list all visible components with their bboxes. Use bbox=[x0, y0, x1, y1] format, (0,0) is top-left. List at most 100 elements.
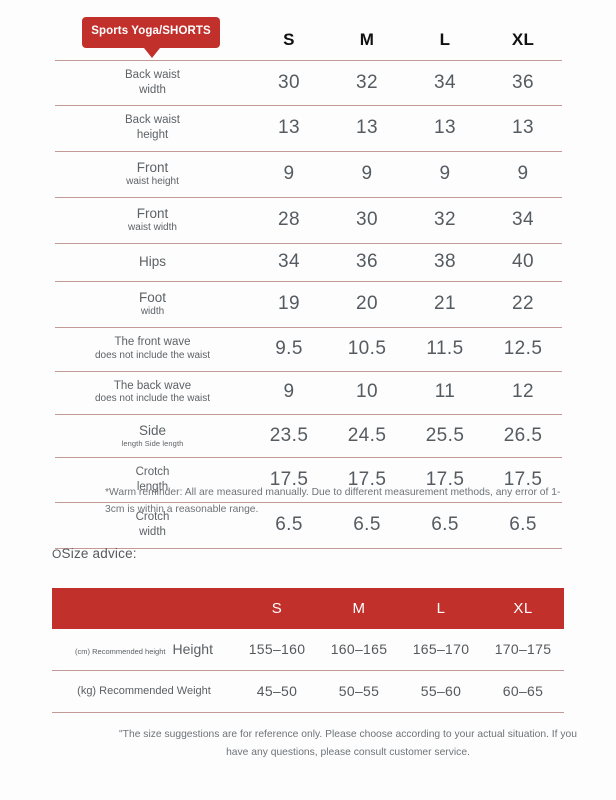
cell-m: 9 bbox=[328, 151, 406, 198]
table-header-row: S M L XL bbox=[55, 24, 562, 61]
row-label: Back waist width bbox=[55, 60, 250, 107]
cell-s: 30 bbox=[250, 60, 328, 107]
advice-row-label-weight: (kg) Recommended Weight bbox=[52, 670, 236, 713]
table-row: The back wave does not include the waist… bbox=[55, 371, 562, 416]
size-advice-table-body: (cm) Recommended height Height 155–160 16… bbox=[52, 629, 564, 713]
row-label-line1: Foot bbox=[138, 290, 166, 305]
cell-xl: 22 bbox=[484, 281, 562, 329]
cell-l: 11.5 bbox=[406, 327, 484, 372]
footer-disclaimer-text: "The size suggestions are for reference … bbox=[119, 729, 577, 758]
row-label: The front wave does not include the wais… bbox=[55, 327, 250, 372]
cell-m: 6.5 bbox=[328, 502, 406, 549]
row-label: Front waist height bbox=[55, 151, 250, 198]
cell-l: 32 bbox=[406, 197, 484, 245]
cell-l: 21 bbox=[406, 281, 484, 329]
cell-m: 32 bbox=[328, 60, 406, 107]
table-row: Foot width 19 20 21 22 bbox=[55, 281, 562, 329]
advice-header-row: S M L XL bbox=[52, 588, 564, 629]
cell-m: 13 bbox=[328, 105, 406, 152]
row-label-line2: height bbox=[136, 129, 169, 142]
cell-xl: 34 bbox=[484, 197, 562, 245]
cell-l: 13 bbox=[406, 105, 484, 152]
row-label-line1: The front wave bbox=[114, 336, 191, 349]
cell-s: 28 bbox=[250, 197, 328, 245]
table-row: Hips 34 36 38 40 bbox=[55, 243, 562, 282]
size-advice-table: S M L XL (cm) Recommended height Height 1… bbox=[52, 588, 564, 713]
row-label-line1: Back waist bbox=[125, 114, 180, 127]
row-label-line1: Back waist bbox=[125, 69, 180, 81]
table-row: Side length Side length 23.5 24.5 25.5 2… bbox=[55, 414, 562, 458]
cell-m: 24.5 bbox=[328, 414, 406, 458]
table-row: Back waist height 13 13 13 13 bbox=[55, 105, 562, 152]
table-row: Back waist width 30 32 34 36 bbox=[55, 60, 562, 107]
advice-size-header-m: M bbox=[318, 588, 400, 629]
cell-l: 11 bbox=[406, 371, 484, 416]
row-label-line1: Side bbox=[138, 423, 167, 439]
cell-xl: 12 bbox=[484, 371, 562, 416]
advice-row-mainlabel: Height bbox=[172, 641, 213, 657]
cell-s: 34 bbox=[250, 243, 328, 282]
table-row: Crotch length 17.5 17.5 17.5 17.5 bbox=[55, 457, 562, 504]
advice-row-sublabel: (cm) Recommended height bbox=[75, 647, 166, 656]
advice-cell-m: 160–165 bbox=[318, 629, 400, 671]
row-label: Side length Side length bbox=[55, 414, 250, 458]
warm-reminder-text: *Warm reminder: All are measured manuall… bbox=[105, 487, 561, 515]
cell-l: 6.5 bbox=[406, 502, 484, 549]
size-advice-heading: OSize advice: bbox=[52, 546, 137, 561]
row-label: Crotch length bbox=[55, 457, 250, 504]
cell-m: 17.5 bbox=[328, 457, 406, 504]
advice-cell-xl: 60–65 bbox=[482, 670, 564, 713]
cell-xl: 6.5 bbox=[484, 502, 562, 549]
row-label: Foot width bbox=[55, 281, 250, 329]
cell-l: 25.5 bbox=[406, 414, 484, 458]
cell-m: 30 bbox=[328, 197, 406, 245]
table-row: (cm) Recommended height Height 155–160 16… bbox=[52, 629, 564, 671]
measurement-table: S M L XL Back waist width 30 32 34 36 Ba… bbox=[55, 24, 562, 549]
advice-row-mainlabel: (kg) Recommended Weight bbox=[77, 685, 211, 697]
size-advice-table-head: S M L XL bbox=[52, 588, 564, 629]
row-label-line1: Crotch bbox=[135, 511, 170, 524]
cell-s: 13 bbox=[250, 105, 328, 152]
table-row: (kg) Recommended Weight 45–50 50–55 55–6… bbox=[52, 670, 564, 713]
measurement-table-body: Back waist width 30 32 34 36 Back waist … bbox=[55, 60, 562, 549]
cell-s: 9 bbox=[250, 371, 328, 416]
cell-l: 38 bbox=[406, 243, 484, 282]
row-label-line1: The back wave bbox=[113, 379, 192, 392]
row-label-line2: width bbox=[139, 526, 166, 539]
advice-row-label-height: (cm) Recommended height Height bbox=[52, 629, 236, 671]
row-label-line2: length Side length bbox=[121, 439, 184, 449]
row-label-line1: Crotch bbox=[135, 465, 170, 478]
advice-size-header-xl: XL bbox=[482, 588, 564, 629]
row-label: Crotch width bbox=[55, 502, 250, 549]
row-label-line2: waist width bbox=[128, 222, 177, 234]
size-advice-heading-label: Size advice: bbox=[61, 546, 137, 561]
cell-s: 9 bbox=[250, 151, 328, 198]
cell-xl: 40 bbox=[484, 243, 562, 282]
table-row: Front waist width 28 30 32 34 bbox=[55, 197, 562, 245]
row-label: Back waist height bbox=[55, 105, 250, 152]
advice-cell-l: 165–170 bbox=[400, 629, 482, 671]
cell-m: 10.5 bbox=[328, 327, 406, 372]
advice-size-header-l: L bbox=[400, 588, 482, 629]
row-label: Front waist width bbox=[55, 197, 250, 245]
cell-xl: 26.5 bbox=[484, 414, 562, 458]
cell-s: 9.5 bbox=[250, 327, 328, 372]
table-row: The front wave does not include the wais… bbox=[55, 327, 562, 372]
table-row: Front waist height 9 9 9 9 bbox=[55, 151, 562, 198]
row-label-line1: Hips bbox=[138, 254, 166, 270]
cell-s: 17.5 bbox=[250, 457, 328, 504]
row-label-line2: width bbox=[140, 306, 165, 318]
row-label: Hips bbox=[55, 243, 250, 282]
advice-cell-s: 155–160 bbox=[236, 629, 318, 671]
cell-l: 17.5 bbox=[406, 457, 484, 504]
size-header-s: S bbox=[250, 24, 328, 61]
row-label-line1: Front bbox=[136, 205, 169, 221]
table-row: Crotch width 6.5 6.5 6.5 6.5 bbox=[55, 502, 562, 549]
advice-cell-xl: 170–175 bbox=[482, 629, 564, 671]
advice-size-header-s: S bbox=[236, 588, 318, 629]
cell-xl: 12.5 bbox=[484, 327, 562, 372]
cell-s: 19 bbox=[250, 281, 328, 329]
bullet-circle-icon: O bbox=[52, 547, 62, 561]
cell-xl: 13 bbox=[484, 105, 562, 152]
